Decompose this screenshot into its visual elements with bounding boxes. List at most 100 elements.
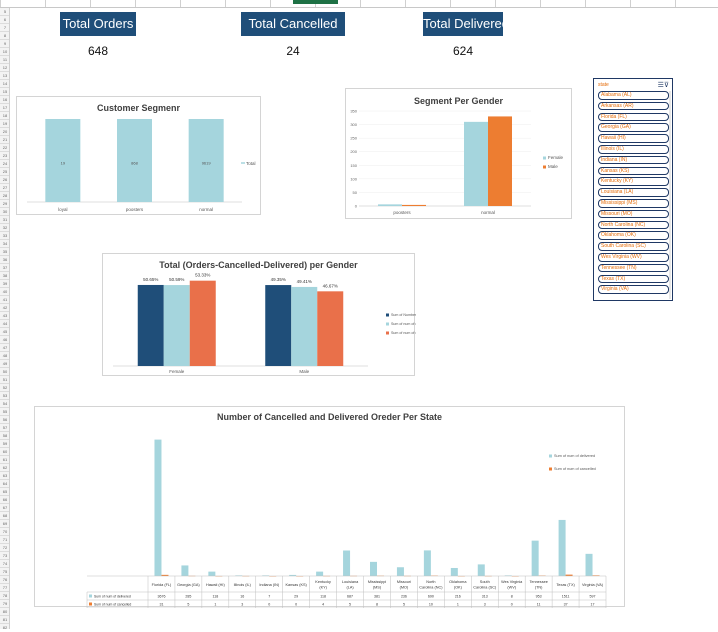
row-number[interactable]: 59 — [0, 440, 10, 448]
row-number[interactable]: 32 — [0, 224, 10, 232]
row-number[interactable]: 5 — [0, 8, 10, 16]
row-number[interactable]: 74 — [0, 560, 10, 568]
total-per-gender-chart[interactable]: Total (Orders-Cancelled-Delivered) per G… — [102, 253, 415, 376]
row-number[interactable]: 7 — [0, 24, 10, 32]
row-number[interactable]: 48 — [0, 352, 10, 360]
row-number[interactable]: 15 — [0, 88, 10, 96]
row-number[interactable]: 23 — [0, 152, 10, 160]
row-number[interactable]: 24 — [0, 160, 10, 168]
row-number[interactable]: 39 — [0, 280, 10, 288]
slicer-item[interactable]: Louisiana (LA) — [598, 188, 669, 197]
clear-filter-icon[interactable]: ⊽ — [664, 82, 669, 89]
row-number[interactable]: 37 — [0, 264, 10, 272]
row-number[interactable]: 61 — [0, 456, 10, 464]
slicer-item[interactable]: Mississippi (MS) — [598, 199, 669, 208]
row-number[interactable]: 19 — [0, 120, 10, 128]
slicer-scrollbar[interactable] — [669, 91, 671, 299]
slicer-item[interactable]: Oklahoma (OK) — [598, 231, 669, 240]
row-number[interactable]: 40 — [0, 288, 10, 296]
row-number[interactable]: 31 — [0, 216, 10, 224]
row-number[interactable]: 8 — [0, 32, 10, 40]
row-number[interactable]: 27 — [0, 184, 10, 192]
row-number[interactable]: 71 — [0, 536, 10, 544]
row-number[interactable]: 36 — [0, 256, 10, 264]
row-number[interactable]: 54 — [0, 400, 10, 408]
row-number[interactable]: 69 — [0, 520, 10, 528]
row-number[interactable]: 22 — [0, 144, 10, 152]
row-number[interactable]: 18 — [0, 112, 10, 120]
slicer-item[interactable]: Hawaii (HI) — [598, 134, 669, 143]
slicer-item[interactable]: Alabama (AL) — [598, 91, 669, 100]
row-number[interactable]: 13 — [0, 72, 10, 80]
row-number[interactable]: 38 — [0, 272, 10, 280]
row-number[interactable]: 68 — [0, 512, 10, 520]
slicer-item[interactable]: Kentucky (KY) — [598, 177, 669, 186]
slicer-item[interactable]: Missouri (MO) — [598, 210, 669, 219]
row-number[interactable]: 80 — [0, 608, 10, 616]
slicer-item[interactable]: Illinois (IL) — [598, 145, 669, 154]
row-number[interactable]: 43 — [0, 312, 10, 320]
slicer-item[interactable]: Georgia (GA) — [598, 123, 669, 132]
row-number[interactable]: 12 — [0, 64, 10, 72]
row-number[interactable]: 42 — [0, 304, 10, 312]
row-number[interactable]: 64 — [0, 480, 10, 488]
row-number[interactable]: 72 — [0, 544, 10, 552]
row-number[interactable]: 79 — [0, 600, 10, 608]
row-number[interactable]: 16 — [0, 96, 10, 104]
row-number[interactable]: 52 — [0, 384, 10, 392]
row-number[interactable]: 21 — [0, 136, 10, 144]
row-number[interactable]: 78 — [0, 592, 10, 600]
row-number[interactable]: 58 — [0, 432, 10, 440]
row-number[interactable]: 70 — [0, 528, 10, 536]
row-number[interactable]: 33 — [0, 232, 10, 240]
row-number[interactable]: 46 — [0, 336, 10, 344]
row-number[interactable]: 53 — [0, 392, 10, 400]
row-number[interactable]: 73 — [0, 552, 10, 560]
row-number[interactable]: 62 — [0, 464, 10, 472]
slicer-item[interactable]: South Carolina (SC) — [598, 242, 669, 251]
row-number[interactable]: 17 — [0, 104, 10, 112]
row-number[interactable]: 20 — [0, 128, 10, 136]
row-number[interactable]: 28 — [0, 192, 10, 200]
row-number[interactable]: 75 — [0, 568, 10, 576]
row-number[interactable]: 47 — [0, 344, 10, 352]
row-number[interactable]: 34 — [0, 240, 10, 248]
row-number[interactable]: 41 — [0, 296, 10, 304]
row-number[interactable]: 63 — [0, 472, 10, 480]
slicer-item[interactable]: North Carolina (NC) — [598, 221, 669, 230]
row-number[interactable]: 65 — [0, 488, 10, 496]
row-number[interactable]: 9 — [0, 40, 10, 48]
row-number[interactable]: 76 — [0, 576, 10, 584]
row-number[interactable]: 82 — [0, 624, 10, 632]
row-number[interactable]: 10 — [0, 48, 10, 56]
row-number[interactable]: 57 — [0, 424, 10, 432]
row-number[interactable]: 56 — [0, 416, 10, 424]
row-number[interactable]: 45 — [0, 328, 10, 336]
row-number[interactable]: 30 — [0, 208, 10, 216]
row-number[interactable]: 51 — [0, 376, 10, 384]
row-number[interactable]: 60 — [0, 448, 10, 456]
slicer-item[interactable]: Kansas (KS) — [598, 167, 669, 176]
row-number[interactable]: 77 — [0, 584, 10, 592]
row-number[interactable]: 44 — [0, 320, 10, 328]
row-number[interactable]: 29 — [0, 200, 10, 208]
row-number[interactable]: 49 — [0, 360, 10, 368]
slicer-item[interactable]: Tennessee (TN) — [598, 264, 669, 273]
state-slicer[interactable]: state ☰⊽ Alabama (AL)Arkansas (AR)Florid… — [593, 78, 673, 301]
row-number[interactable]: 66 — [0, 496, 10, 504]
slicer-item[interactable]: Wes Virginia (WV) — [598, 253, 669, 262]
slicer-item[interactable]: Florida (FL) — [598, 113, 669, 122]
row-number[interactable]: 11 — [0, 56, 10, 64]
row-number[interactable]: 55 — [0, 408, 10, 416]
row-number[interactable]: 25 — [0, 168, 10, 176]
slicer-item[interactable]: Virginia (VA) — [598, 285, 669, 294]
row-number[interactable]: 50 — [0, 368, 10, 376]
slicer-item[interactable]: Arkansas (AR) — [598, 102, 669, 111]
slicer-item[interactable]: Texas (TX) — [598, 275, 669, 284]
row-number[interactable]: 26 — [0, 176, 10, 184]
orders-per-state-chart[interactable]: Number of Cancelled and Delivered Oreder… — [34, 406, 625, 607]
row-number[interactable]: 67 — [0, 504, 10, 512]
row-number[interactable]: 35 — [0, 248, 10, 256]
